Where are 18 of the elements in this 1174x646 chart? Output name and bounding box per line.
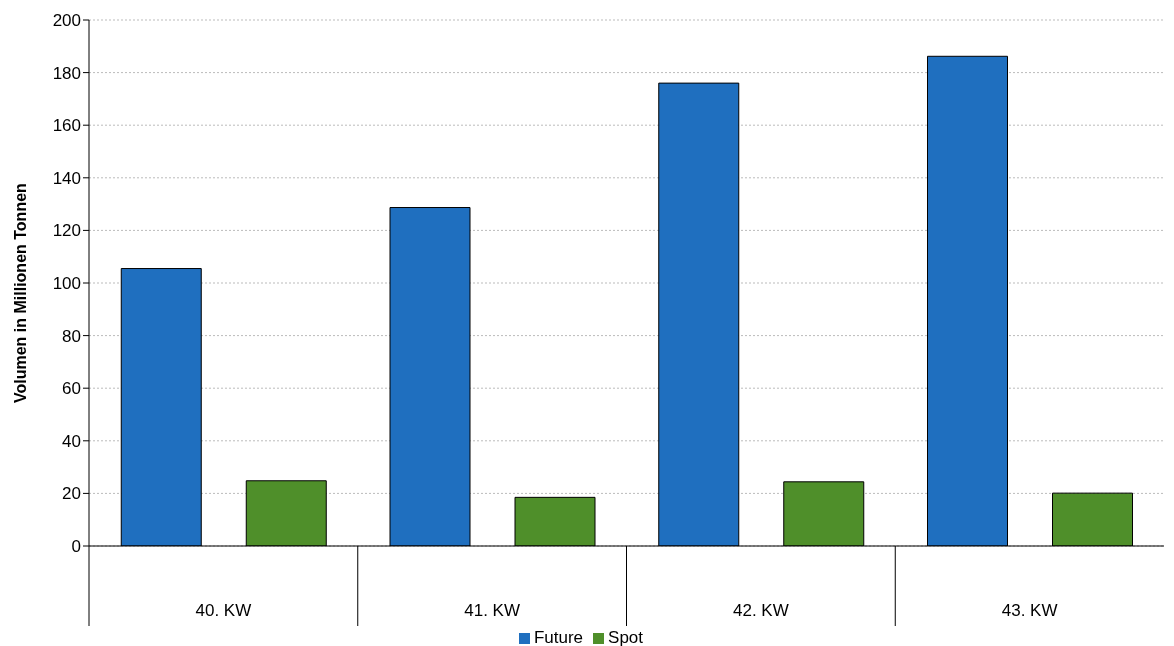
y-tick-label: 40	[62, 431, 81, 451]
x-tick-label: 40. KW	[195, 601, 252, 620]
y-tick-label: 140	[52, 168, 81, 188]
y-tick-label: 160	[52, 116, 81, 136]
legend-label: Future	[533, 628, 584, 646]
y-tick-label: 20	[62, 484, 81, 504]
y-tick-label: 120	[52, 221, 81, 241]
x-tick-label: 41. KW	[464, 601, 520, 620]
x-tick-label: 43. KW	[1001, 601, 1058, 620]
y-tick-label: 0	[71, 537, 81, 557]
legend-label: Spot	[608, 628, 644, 646]
x-tick-label: 42. KW	[733, 601, 789, 620]
y-tick-label: 200	[52, 11, 81, 31]
y-tick-label: 180	[52, 63, 81, 83]
y-axis-title: Volumen in Millionen Tonnen	[11, 183, 29, 403]
y-tick-label: 100	[52, 274, 81, 294]
y-tick-label: 60	[62, 379, 81, 399]
y-tick-label: 80	[62, 326, 81, 346]
